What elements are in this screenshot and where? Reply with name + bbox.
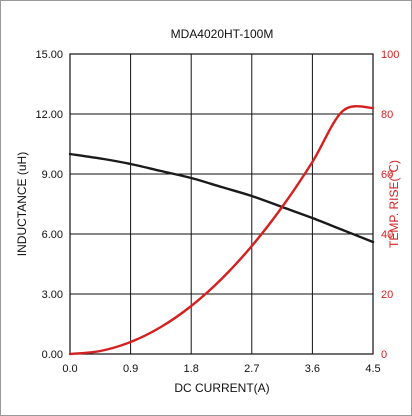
- y2-tick-label: 100: [381, 49, 399, 61]
- x-tick-label: 4.5: [365, 363, 380, 375]
- y-tick-label: 12.00: [35, 109, 63, 121]
- y-tick-label: 0.00: [42, 349, 63, 361]
- chart-title: MDA4020HT-100M: [171, 27, 274, 41]
- y2-axis-label: TEMP. RISE(℃): [387, 160, 401, 248]
- x-tick-label: 2.7: [244, 363, 259, 375]
- y-tick-label: 15.00: [35, 49, 63, 61]
- y2-tick-label: 60: [381, 169, 393, 181]
- series-group: [68, 105, 375, 356]
- y2-tick-label: 0: [381, 349, 387, 361]
- x-tick-label: 0.9: [123, 363, 138, 375]
- grid-lines: [70, 54, 373, 354]
- temperature-rise-curve: [68, 105, 375, 356]
- y2-tick-labels: 0 20 40 60 80 100: [381, 49, 399, 361]
- y-tick-labels: 0.00 3.00 6.00 9.00 12.00 15.00: [35, 49, 63, 361]
- y-tick-label: 9.00: [42, 169, 63, 181]
- y-tick-label: 3.00: [42, 289, 63, 301]
- plot-area-border: [69, 53, 374, 355]
- inductance-curve: [68, 152, 375, 244]
- y2-tick-label: 20: [381, 289, 393, 301]
- y2-tick-label: 80: [381, 109, 393, 121]
- x-tick-label: 3.6: [305, 363, 320, 375]
- y2-tick-label: 40: [381, 229, 393, 241]
- x-tick-label: 1.8: [184, 363, 199, 375]
- x-axis-label: DC CURRENT(A): [174, 381, 269, 395]
- x-tick-labels: 0.0 0.9 1.8 2.7 3.6 4.5: [62, 363, 380, 375]
- x-tick-label: 0.0: [62, 363, 77, 375]
- y-tick-label: 6.00: [42, 229, 63, 241]
- y-axis-label: INDUCTANCE (uH): [15, 152, 29, 256]
